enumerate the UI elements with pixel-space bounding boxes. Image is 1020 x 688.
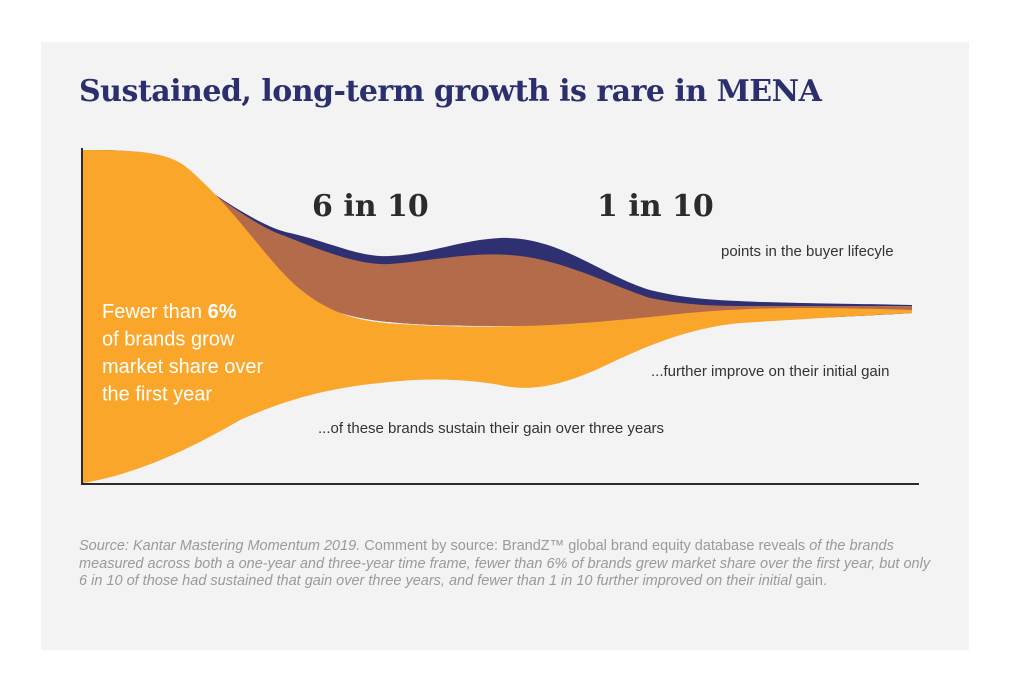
chart-title: Sustained, long-term growth is rare in M… [79, 74, 822, 109]
series-further-improve-annotation: ...further improve on their initial gain [651, 363, 889, 380]
buyer-lifecycle-annotation: points in the buyer lifecyle [721, 243, 894, 260]
series-first-year-label-line: market share over [102, 356, 264, 378]
series-first-year-label-line: of brands grow [102, 329, 235, 351]
series-sustain-big-label: 6 in 10 [312, 189, 429, 224]
source-citation: Source: Kantar Mastering Momentum 2019. [79, 538, 361, 554]
series-first-year-area [83, 150, 912, 483]
series-further-improve-big-label: 1 in 10 [597, 189, 714, 224]
series-first-year-label: Fewer than 6% of brands grow market share … [102, 301, 264, 406]
source-comment-lead: Comment by source: BrandZ™ global brand … [360, 538, 810, 554]
series-sustain-annotation: ...of these brands sustain their gain ov… [318, 420, 664, 437]
series-first-year-label-line: Fewer than 6% [102, 301, 237, 323]
source-comment-body: of the brands measured across both a one… [79, 538, 931, 589]
source-note: Source: Kantar Mastering Momentum 2019. … [79, 538, 939, 591]
source-comment-tail: gain. [791, 573, 828, 589]
series-first-year-label-line: the first year [102, 384, 212, 406]
